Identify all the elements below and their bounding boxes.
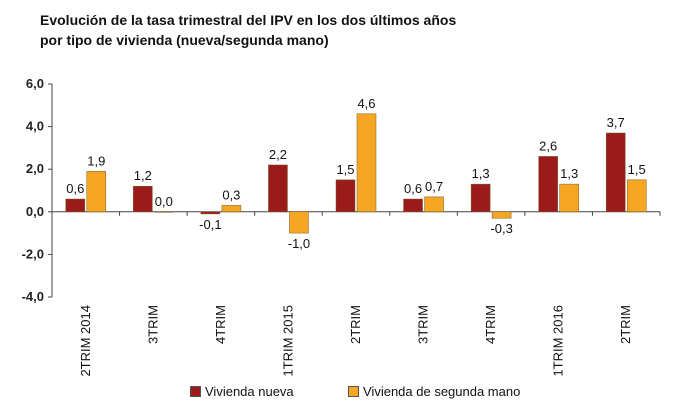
- x-category-label: 2TRIM: [618, 305, 633, 344]
- x-category-label: 4TRIM: [483, 305, 498, 344]
- y-tick-label: 4,0: [26, 119, 44, 134]
- bar-vivienda-segunda-mano: [221, 205, 242, 213]
- x-category-label: 4TRIM: [213, 305, 228, 344]
- data-label-vivienda-segunda-mano: -0,3: [490, 221, 512, 236]
- y-tick-label: -4,0: [22, 289, 44, 304]
- data-label-vivienda-nueva: 0,6: [66, 181, 84, 196]
- chart-title: Evolución de la tasa trimestral del IPV …: [40, 10, 456, 50]
- data-label-vivienda-nueva: 3,7: [607, 115, 625, 130]
- x-category-label: 1TRIM 2016: [551, 305, 566, 377]
- x-category-label: 2TRIM: [348, 305, 363, 344]
- x-category-label: 2TRIM 2014: [78, 305, 93, 377]
- bar-vivienda-nueva: [335, 179, 356, 213]
- data-label-vivienda-nueva: 1,2: [134, 168, 152, 183]
- bar-vivienda-nueva: [403, 198, 423, 213]
- data-label-vivienda-segunda-mano: -1,0: [288, 236, 310, 251]
- y-tick-label: 6,0: [26, 76, 44, 91]
- data-label-vivienda-segunda-mano: 1,3: [560, 166, 578, 181]
- legend-item-nueva: Vivienda nueva: [190, 384, 294, 399]
- bar-vivienda-segunda-mano: [559, 183, 579, 213]
- bar-vivienda-nueva: [605, 132, 626, 213]
- data-label-vivienda-segunda-mano: 1,5: [628, 162, 646, 177]
- legend-swatch-segunda-mano: [348, 386, 359, 397]
- bar-vivienda-nueva: [470, 183, 491, 213]
- bar-vivienda-segunda-mano: [424, 196, 444, 213]
- bar-vivienda-nueva: [200, 211, 221, 215]
- x-category-label: 1TRIM 2015: [280, 305, 295, 377]
- bar-vivienda-nueva: [538, 156, 558, 213]
- data-label-vivienda-nueva: 2,6: [539, 138, 557, 153]
- data-label-vivienda-nueva: 1,3: [472, 166, 490, 181]
- x-category-label: 3TRIM: [145, 305, 160, 344]
- data-label-vivienda-nueva: -0,1: [199, 217, 221, 232]
- chart-title-line-2: por tipo de vivienda (nueva/segunda mano…: [40, 32, 329, 48]
- chart-title-line-1: Evolución de la tasa trimestral del IPV …: [40, 12, 457, 28]
- y-tick-label: 2,0: [26, 161, 44, 176]
- legend-label-segunda-mano: Vivienda de segunda mano: [363, 384, 521, 399]
- data-label-vivienda-nueva: 1,5: [336, 162, 354, 177]
- y-tick-label: 0,0: [26, 204, 44, 219]
- x-category-label: 3TRIM: [416, 305, 431, 344]
- data-label-vivienda-segunda-mano: 4,6: [357, 96, 375, 111]
- data-label-vivienda-segunda-mano: 0,0: [155, 194, 173, 209]
- data-label-vivienda-segunda-mano: 1,9: [87, 153, 105, 168]
- data-label-vivienda-segunda-mano: 0,3: [222, 187, 240, 202]
- bar-vivienda-segunda-mano: [154, 211, 174, 213]
- bar-vivienda-segunda-mano: [86, 171, 107, 213]
- data-label-vivienda-segunda-mano: 0,7: [425, 179, 443, 194]
- bar-vivienda-segunda-mano: [289, 211, 309, 234]
- bar-vivienda-segunda-mano: [626, 179, 647, 213]
- bar-vivienda-nueva: [65, 198, 86, 213]
- legend-item-segunda-mano: Vivienda de segunda mano: [348, 384, 520, 399]
- legend-swatch-nueva: [190, 386, 201, 397]
- data-label-vivienda-nueva: 0,6: [404, 181, 422, 196]
- data-label-vivienda-nueva: 2,2: [269, 147, 287, 162]
- bar-vivienda-segunda-mano: [491, 211, 512, 219]
- legend-label-nueva: Vivienda nueva: [205, 384, 294, 399]
- y-tick-label: -2,0: [22, 246, 44, 261]
- bar-vivienda-nueva: [133, 185, 153, 213]
- bar-vivienda-segunda-mano: [356, 113, 377, 213]
- bar-vivienda-nueva: [268, 164, 288, 213]
